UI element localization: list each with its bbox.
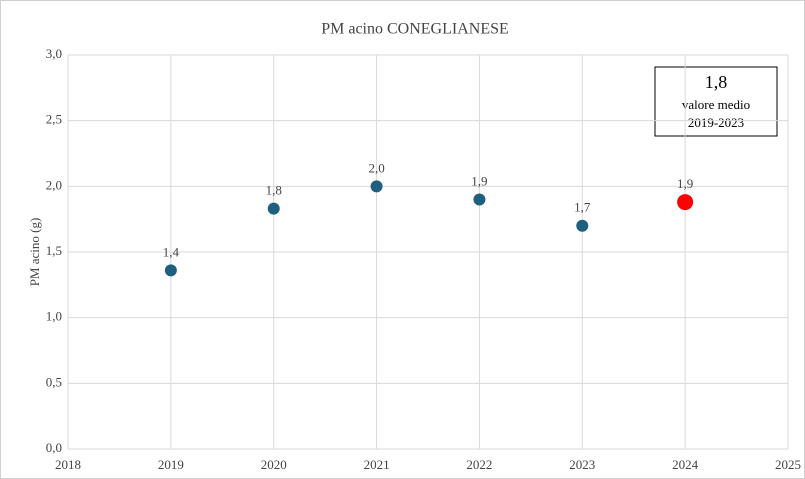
y-tick-label: 0,0 [46,440,62,455]
annotation-box [654,66,778,137]
y-tick-label: 3,0 [46,46,62,61]
data-label: 1,7 [574,200,591,215]
data-point [267,202,280,215]
y-tick-label: 1,0 [46,309,62,324]
y-axis-label: PM acino (g) [27,218,42,287]
chart-title: PM acino CONEGLIANESE [321,21,509,38]
x-tick-label: 2019 [158,457,184,472]
annotation-text: valore medio [682,97,750,112]
data-point [677,194,694,211]
data-label: 2,0 [368,160,384,175]
x-tick-label: 2022 [466,457,492,472]
data-label: 1,9 [471,173,487,188]
annotation-text: 2019-2023 [688,115,744,130]
data-point [370,180,383,193]
x-tick-label: 2023 [569,457,595,472]
x-tick-label: 2021 [364,457,390,472]
data-point [473,193,486,206]
y-tick-label: 2,0 [46,177,62,192]
annotation-value: 1,8 [705,72,728,92]
data-point [164,264,177,277]
y-tick-label: 2,5 [46,112,62,127]
data-label: 1,9 [677,176,693,191]
data-label: 1,4 [163,244,180,259]
data-label: 1,8 [266,183,282,198]
y-tick-label: 0,5 [46,374,62,389]
x-tick-label: 2018 [55,457,81,472]
y-tick-label: 1,5 [46,243,62,258]
data-point [576,219,589,232]
x-tick-label: 2020 [261,457,287,472]
x-tick-label: 2025 [775,457,801,472]
x-tick-label: 2024 [672,457,699,472]
